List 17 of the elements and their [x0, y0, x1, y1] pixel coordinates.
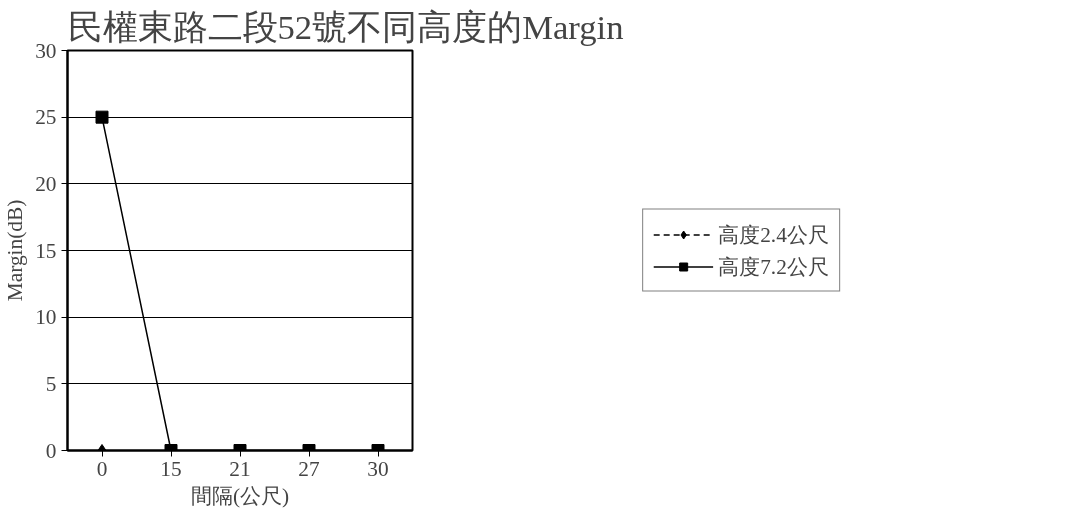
chart-title: 民權東路二段52號不同高度的Margin [67, 7, 624, 46]
y-tick-label: 25 [35, 105, 57, 130]
x-tick-label: 0 [96, 456, 108, 481]
y-tick-label: 15 [35, 238, 57, 263]
y-tick-label: 30 [35, 38, 57, 63]
y-tick-label: 5 [45, 371, 57, 396]
x-tick-label: 21 [229, 456, 251, 481]
y-tick-label: 0 [45, 438, 57, 463]
y-axis-title: Margin(dB) [3, 199, 28, 302]
y-tick-label: 20 [35, 171, 57, 196]
legend-label: 高度2.4公尺 [718, 221, 829, 249]
legend-label: 高度7.2公尺 [718, 253, 829, 281]
x-tick-label: 15 [160, 456, 182, 481]
x-tick-label: 27 [298, 456, 320, 481]
x-axis-title: 間隔(公尺) [190, 483, 290, 508]
x-tick-label: 30 [367, 456, 389, 481]
y-tick-label: 10 [35, 305, 57, 330]
